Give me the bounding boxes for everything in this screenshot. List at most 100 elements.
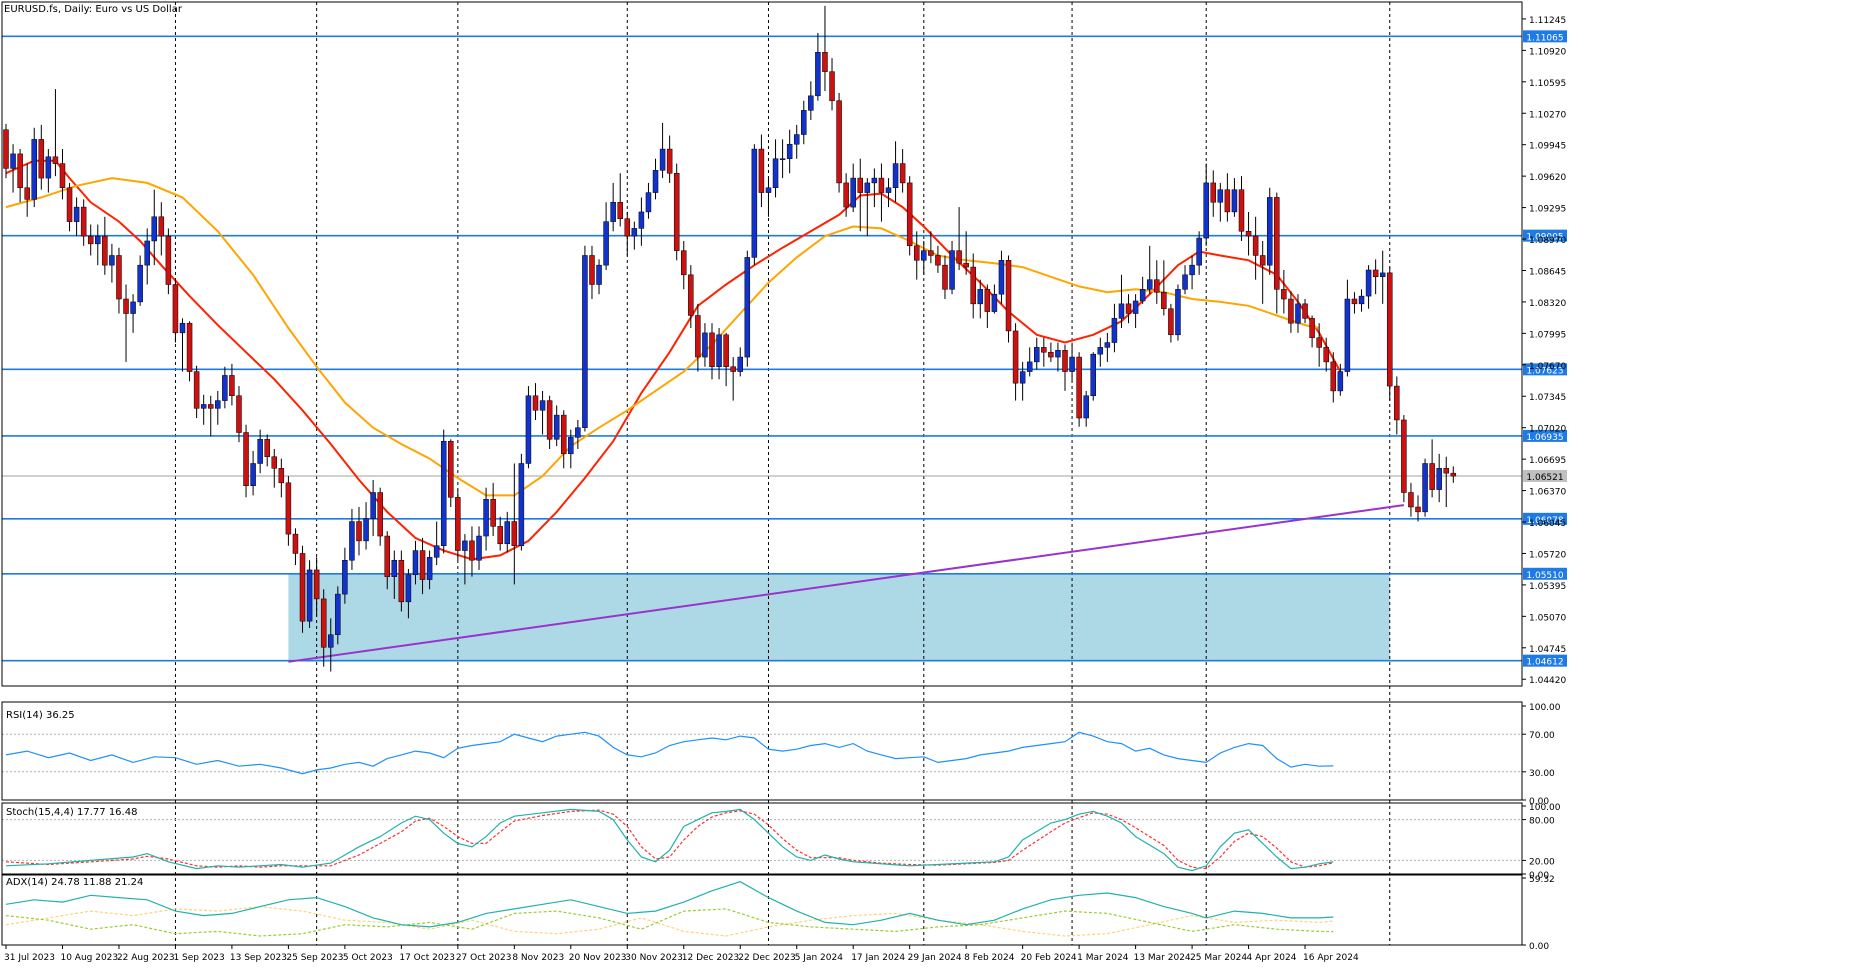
- candle-bull: [865, 183, 870, 193]
- price-axis-label: 1.10270: [1529, 110, 1566, 120]
- candle-bull: [646, 193, 651, 212]
- candle-bear: [1274, 197, 1279, 289]
- candle-bull: [575, 428, 580, 438]
- date-axis-label: 5 Oct 2023: [343, 953, 393, 963]
- candle-bear: [1246, 231, 1251, 236]
- candle-bear: [60, 164, 65, 188]
- candle-bull: [131, 302, 136, 314]
- candle-bear: [625, 219, 630, 236]
- candle-bear: [236, 396, 241, 433]
- candle-bull: [794, 135, 799, 145]
- candle-bull: [477, 536, 482, 560]
- candle-bear: [1373, 270, 1378, 277]
- candle-bear: [964, 263, 969, 267]
- candle-bear: [667, 149, 672, 173]
- candle-bear: [533, 396, 538, 411]
- candle-bear: [187, 323, 192, 371]
- candle-bull: [406, 575, 411, 602]
- candle-bull: [1183, 275, 1188, 290]
- candle-bull: [46, 157, 51, 178]
- date-axis-label: 25 Sep 2023: [286, 953, 343, 963]
- candle-bear: [1041, 347, 1046, 352]
- candle-bull: [307, 570, 312, 621]
- candle-bull: [1437, 468, 1442, 489]
- candle-bull: [653, 170, 658, 192]
- candle-bear: [688, 275, 693, 316]
- candle-bear: [1253, 236, 1258, 255]
- candle-bull: [342, 560, 347, 594]
- price-axis-label: 1.09295: [1529, 205, 1566, 215]
- candle-bull: [639, 212, 644, 228]
- candle-bear: [498, 526, 503, 543]
- candle-bull: [921, 251, 926, 261]
- price-axis-label: 1.07020: [1529, 425, 1566, 435]
- candle-bear: [88, 236, 93, 244]
- date-axis-label: 22 Aug 2023: [117, 953, 175, 963]
- candle-bear: [1013, 331, 1018, 383]
- candle-bull: [1091, 354, 1096, 396]
- candle-bull: [773, 159, 778, 188]
- candle-bear: [1048, 352, 1053, 357]
- date-axis-label: 22 Dec 2023: [738, 953, 796, 963]
- candle-bear: [244, 433, 249, 486]
- candle-bear: [229, 375, 234, 395]
- candle-bull: [780, 159, 785, 160]
- candle-bear: [1352, 299, 1357, 304]
- candle-bull: [992, 294, 997, 311]
- candle-bull: [138, 265, 143, 302]
- date-axis-label: 20 Feb 2024: [1021, 953, 1077, 963]
- candle-bear: [1063, 350, 1068, 371]
- candle-bear: [1281, 289, 1286, 299]
- candle-bull: [582, 255, 587, 427]
- candle-bull: [540, 401, 545, 411]
- candle-bull: [801, 110, 806, 134]
- candle-bull: [1380, 273, 1385, 277]
- candle-bear: [1168, 309, 1173, 335]
- candle-bear: [448, 441, 453, 497]
- candle-bull: [335, 594, 340, 635]
- candle-bear: [1126, 304, 1131, 314]
- candle-bull: [1359, 296, 1364, 304]
- candle-bull: [851, 178, 856, 207]
- candle-bull: [752, 149, 757, 257]
- candle-bear: [314, 570, 319, 599]
- candle-bear: [357, 522, 362, 541]
- candle-bear: [547, 401, 552, 440]
- level-price-label: 1.05510: [1526, 571, 1563, 581]
- price-axis-label: 1.05720: [1529, 550, 1566, 560]
- candle-bull: [95, 236, 100, 244]
- candle-bear: [957, 251, 962, 264]
- candle-bear: [1225, 190, 1230, 212]
- candle-bear: [1006, 260, 1011, 331]
- candle-bear: [293, 534, 298, 553]
- rsi-axis-label: 30.00: [1529, 769, 1555, 779]
- candle-bear: [159, 217, 164, 236]
- candle-bear: [1324, 347, 1329, 362]
- candle-bear: [25, 188, 30, 200]
- candle-bear: [166, 236, 171, 284]
- price-axis-label: 1.09945: [1529, 142, 1566, 152]
- candle-bear: [469, 541, 474, 560]
- candle-bull: [604, 222, 609, 266]
- candle-bear: [561, 415, 566, 454]
- price-axis-label: 1.07345: [1529, 393, 1566, 403]
- date-axis-label: 25 Mar 2024: [1190, 953, 1247, 963]
- candle-bear: [971, 267, 976, 304]
- candle-bull: [441, 441, 446, 545]
- candle-bear: [67, 188, 72, 222]
- candle-bull: [1267, 197, 1272, 265]
- candle-bear: [512, 522, 517, 546]
- candle-bear: [1288, 299, 1293, 323]
- candle-bear: [1161, 292, 1166, 308]
- price-axis-label: 1.10920: [1529, 47, 1566, 57]
- candle-bear: [1239, 190, 1244, 232]
- price-axis-label: 1.10595: [1529, 79, 1566, 89]
- stoch-axis-label: 20.00: [1529, 857, 1555, 867]
- rsi-label: RSI(14) 36.25: [6, 710, 75, 721]
- candle-bear: [1387, 273, 1392, 386]
- candle-bear: [1077, 357, 1082, 418]
- candle-bull: [1098, 347, 1103, 354]
- date-axis-label: 12 Dec 2023: [682, 953, 740, 963]
- rsi-axis-label: 70.00: [1529, 731, 1555, 741]
